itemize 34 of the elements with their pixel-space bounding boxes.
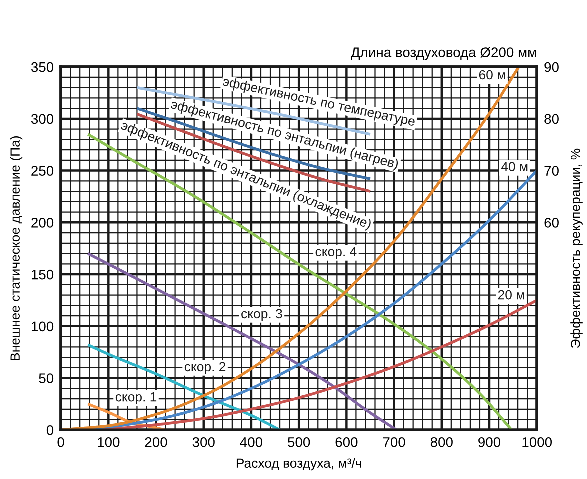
x-axis-title: Расход воздуха, м³/ч xyxy=(236,458,362,471)
series-label: 60 м xyxy=(479,70,506,80)
x-tick-label: 700 xyxy=(383,437,406,448)
y-tick-label: 150 xyxy=(32,270,54,280)
y2-tick-label: 60 xyxy=(544,218,559,228)
y-tick-label: 250 xyxy=(32,166,54,176)
y-tick-label: 350 xyxy=(31,62,54,72)
y-tick-label: 50 xyxy=(39,374,54,384)
y-tick-label: 100 xyxy=(32,322,54,332)
y-tick-label: 0 xyxy=(46,425,54,436)
x-tick-label: 800 xyxy=(430,437,453,448)
series-label: 40 м xyxy=(501,162,528,172)
y-tick-label: 300 xyxy=(31,114,54,124)
series-label: скор. 4 xyxy=(316,247,357,260)
series-label: скор. 1 xyxy=(116,392,157,404)
x-tick-label: 600 xyxy=(336,437,358,448)
series-label: скор. 2 xyxy=(184,362,226,374)
x-tick-label: 0 xyxy=(58,437,64,448)
x-tick-label: 400 xyxy=(240,437,263,448)
y-tick-label: 200 xyxy=(32,218,54,228)
chart-subtitle: Длина воздуховода Ø200 мм xyxy=(351,47,536,60)
x-tick-label: 200 xyxy=(145,437,168,448)
series-label: 20 м xyxy=(498,290,524,300)
y-axis-title: Внешнее статическое давление (Па) xyxy=(10,136,23,360)
y2-tick-label: 90 xyxy=(544,62,559,72)
x-tick-label: 900 xyxy=(478,437,501,448)
series-label: скор. 3 xyxy=(242,309,282,322)
y2-axis-title: Эффективность рекуперации, % xyxy=(570,148,583,348)
x-tick-label: 1000 xyxy=(522,437,552,448)
x-tick-label: 100 xyxy=(98,437,120,448)
x-tick-label: 300 xyxy=(192,437,215,448)
y2-tick-label: 80 xyxy=(544,114,559,124)
y2-tick-label: 70 xyxy=(544,166,559,176)
x-tick-label: 500 xyxy=(288,437,310,448)
